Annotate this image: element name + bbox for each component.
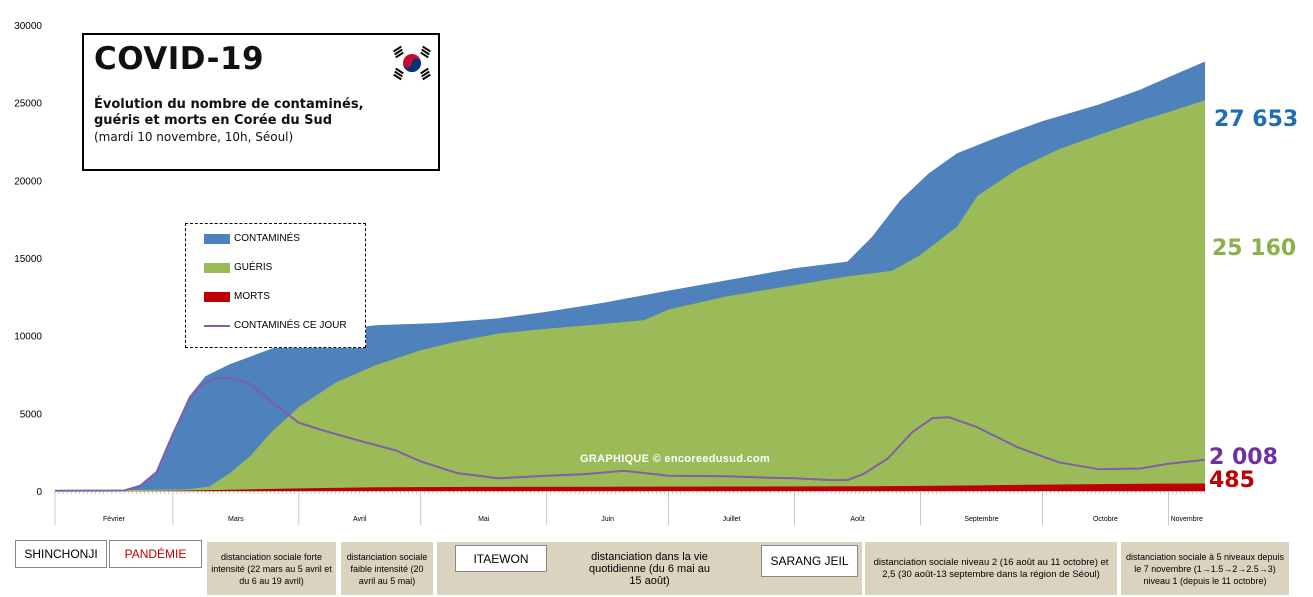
final-value-gueris: 25 160 (1212, 236, 1297, 261)
y-tick-label: 0 (36, 487, 42, 498)
period-niveau-2: distanciation sociale niveau 2 (16 août … (865, 542, 1117, 595)
x-month-label: Avril (353, 516, 367, 523)
legend-swatch (204, 263, 230, 273)
period-faible-intensite: distanciation sociale faible intensité (… (341, 542, 433, 595)
chart-title: COVID-19 (94, 41, 265, 77)
y-tick-label: 5000 (20, 409, 43, 420)
legend-line (204, 325, 230, 327)
series-line-contamines-ce-jour (54, 376, 1206, 492)
title-box: COVID-19 Évolution du nombre de contamin… (82, 33, 440, 171)
legend: CONTAMINÉS GUÉRIS MORTS CONTAMINÉS CE JO… (185, 223, 366, 348)
x-month-label: Août (850, 516, 864, 523)
chart-subtitle: Évolution du nombre de contaminés, guéri… (94, 97, 364, 128)
y-tick-label: 10000 (14, 332, 42, 343)
legend-swatch (204, 292, 230, 302)
watermark: GRAPHIQUE © encoreedusud.com (580, 453, 771, 465)
y-tick-label: 15000 (14, 254, 42, 265)
period-forte-intensite: distanciation sociale forte intensité (2… (207, 542, 336, 595)
korea-flag-icon (390, 43, 434, 83)
event-pandemie: PANDÉMIE (109, 540, 202, 568)
x-month-label: Octobre (1093, 516, 1118, 523)
period-cinq-niveaux: distanciation sociale à 5 niveaux depuis… (1121, 542, 1289, 595)
date-note: (mardi 10 novembre, 10h, Séoul) (94, 130, 294, 144)
x-month-label: Février (103, 516, 125, 523)
y-tick-label: 25000 (14, 99, 42, 110)
event-itaewon: ITAEWON (455, 545, 547, 572)
series-area-1 (55, 100, 1205, 491)
y-tick-label: 30000 (14, 21, 42, 32)
legend-swatch (204, 234, 230, 244)
event-sarang-jeil: SARANG JEIL (761, 545, 858, 577)
x-month-label: Juillet (723, 516, 741, 523)
final-value-contamines: 27 653 (1214, 107, 1299, 132)
x-month-label: Novembre (1171, 516, 1203, 523)
x-month-label: Mai (478, 516, 490, 523)
y-tick-label: 20000 (14, 176, 42, 187)
x-month-label: Septembre (964, 516, 998, 523)
final-value-contamines-ce-jour: 2 008 (1209, 445, 1278, 470)
x-month-label: Juin (601, 516, 614, 523)
x-month-label: Mars (228, 516, 244, 523)
final-value-morts: 485 (1209, 468, 1255, 493)
series-area-2 (55, 483, 1205, 491)
event-shinchonji: SHINCHONJI (15, 540, 107, 568)
